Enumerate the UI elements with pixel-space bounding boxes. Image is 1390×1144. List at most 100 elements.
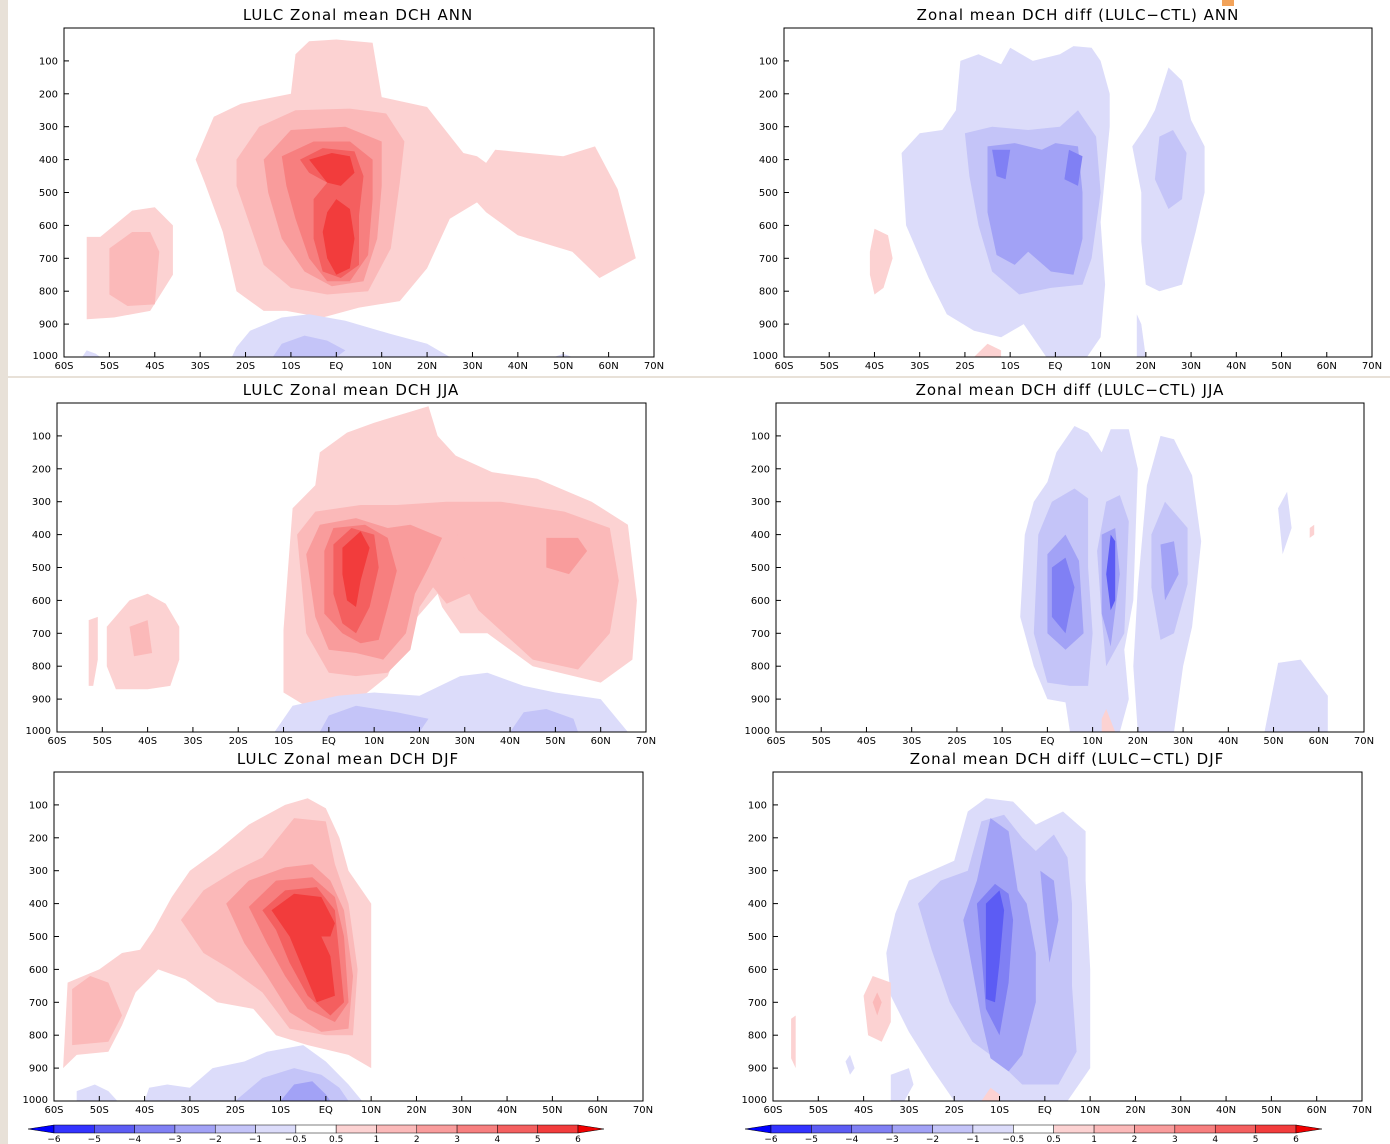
x-tick-label: 10S <box>990 1105 1009 1116</box>
colorbar-swatch <box>335 1124 377 1134</box>
contour-region-level--1 <box>82 350 101 357</box>
colorbar-label: 1 <box>374 1135 380 1144</box>
x-tick-label: 10S <box>274 736 293 747</box>
contour-region-level--2 <box>1154 130 1187 209</box>
y-tick-label: 600 <box>39 221 58 232</box>
x-tick-label: 10N <box>1080 1105 1100 1116</box>
colorbar-arrow-right <box>1295 1124 1323 1134</box>
colorbar-label: −5 <box>88 1135 101 1144</box>
y-tick-label: 700 <box>32 629 51 640</box>
contour-region-level-2 <box>129 620 153 657</box>
x-tick-label: 30N <box>1171 1105 1191 1116</box>
colorbar-label: 4 <box>495 1135 501 1144</box>
colorbar-swatch <box>456 1124 498 1134</box>
x-tick-label: 40S <box>857 736 876 747</box>
x-tick-label: 40S <box>854 1105 873 1116</box>
y-tick-label: 800 <box>32 662 51 673</box>
y-tick-label: 700 <box>748 998 767 1009</box>
contour-region-level--1 <box>76 1084 118 1101</box>
contour-region-level--2 <box>272 335 346 357</box>
x-tick-label: 20N <box>409 736 429 747</box>
x-tick-label: EQ <box>1038 1105 1052 1116</box>
colorbar-label: 4 <box>1212 1135 1218 1144</box>
contour-region-level-1 <box>791 1015 796 1069</box>
colorbar-label: −0.5 <box>285 1135 307 1144</box>
contour-region-level--2 <box>510 709 578 732</box>
x-tick-label: 60S <box>47 736 66 747</box>
y-tick-label: 700 <box>39 254 58 265</box>
x-tick-label: 10N <box>364 736 384 747</box>
y-tick-label: 800 <box>29 1031 48 1042</box>
contour-region-level-6 <box>322 199 355 275</box>
x-tick-label: 40S <box>135 1105 154 1116</box>
contour-fills <box>63 798 372 1101</box>
contour-region-level--3 <box>1160 541 1179 601</box>
colorbar-swatch <box>94 1124 135 1134</box>
x-tick-label: EQ <box>1048 361 1062 372</box>
y-tick-label: 400 <box>751 530 770 541</box>
y-tick-label: 300 <box>39 122 58 133</box>
y-tick-label: 1000 <box>745 726 770 737</box>
y-tick-label: 1000 <box>742 1095 767 1106</box>
y-tick-label: 600 <box>751 596 770 607</box>
contour-region-level-2 <box>442 528 465 561</box>
colorbar-swatch <box>134 1124 176 1134</box>
x-tick-label: 50N <box>1263 736 1283 747</box>
x-tick-label: 60S <box>44 1105 63 1116</box>
y-tick-label: 900 <box>39 320 58 331</box>
x-tick-label: 40S <box>145 361 164 372</box>
contour-region-level-3 <box>546 537 588 575</box>
contour-region-level-1 <box>1101 709 1116 732</box>
x-tick-label: EQ <box>319 1105 333 1116</box>
y-tick-label: 900 <box>751 695 770 706</box>
contour-region-level-2 <box>872 992 882 1016</box>
contour-region-level--3 <box>987 143 1083 275</box>
colorbar-swatch <box>1134 1124 1176 1134</box>
colorbar-swatch <box>1093 1124 1135 1134</box>
y-tick-label: 100 <box>32 431 51 442</box>
y-tick-label: 600 <box>29 965 48 976</box>
y-tick-label: 300 <box>751 497 770 508</box>
y-tick-label: 500 <box>29 932 48 943</box>
x-tick-label: 60N <box>591 736 611 747</box>
x-tick-label: 40S <box>138 736 157 747</box>
x-tick-label: 20S <box>236 361 255 372</box>
x-tick-label: 70N <box>1362 361 1382 372</box>
x-tick-label: 20N <box>406 1105 426 1116</box>
x-tick-label: 60N <box>588 1105 608 1116</box>
y-tick-label: 300 <box>759 122 778 133</box>
x-tick-label: 50S <box>100 361 119 372</box>
colorbar-swatch <box>295 1124 337 1134</box>
x-tick-label: 50S <box>812 736 831 747</box>
x-tick-label: 40N <box>1216 1105 1236 1116</box>
x-tick-label: 60N <box>599 361 619 372</box>
contour-fills <box>88 406 637 732</box>
colorbar-swatch <box>851 1124 893 1134</box>
colorbar-label: −0.5 <box>1002 1135 1024 1144</box>
y-tick-label: 400 <box>39 155 58 166</box>
y-tick-label: 100 <box>39 56 58 67</box>
colorbar-swatch <box>1174 1124 1216 1134</box>
y-tick-label: 600 <box>32 596 51 607</box>
colorbar-swatch <box>1214 1124 1256 1134</box>
y-tick-label: 500 <box>39 188 58 199</box>
colorbar-label: 5 <box>535 1135 541 1144</box>
x-tick-label: 10N <box>372 361 392 372</box>
y-tick-label: 500 <box>32 563 51 574</box>
contour-region-level--4 <box>1064 149 1083 186</box>
x-tick-label: 10N <box>361 1105 381 1116</box>
colorbar-swatch <box>1053 1124 1095 1134</box>
contour-fills <box>82 39 636 357</box>
plot-p6: Zonal mean DCH diff (LULC−CTL) DJF 100 200… <box>742 750 1373 1116</box>
x-tick-label: 50N <box>542 1105 562 1116</box>
y-tick-label: 1000 <box>753 351 778 362</box>
plot-p1: LULC Zonal mean DCH ANN 100 200 300 400 500 60… <box>33 6 665 372</box>
x-tick-label: 10N <box>1091 361 1111 372</box>
y-tick-label: 700 <box>759 254 778 265</box>
x-tick-label: 30S <box>191 361 210 372</box>
x-tick-label: 60S <box>54 361 73 372</box>
y-tick-label: 600 <box>759 221 778 232</box>
x-tick-label: 40S <box>865 361 884 372</box>
y-tick-label: 500 <box>748 932 767 943</box>
contour-fills <box>791 798 1091 1101</box>
